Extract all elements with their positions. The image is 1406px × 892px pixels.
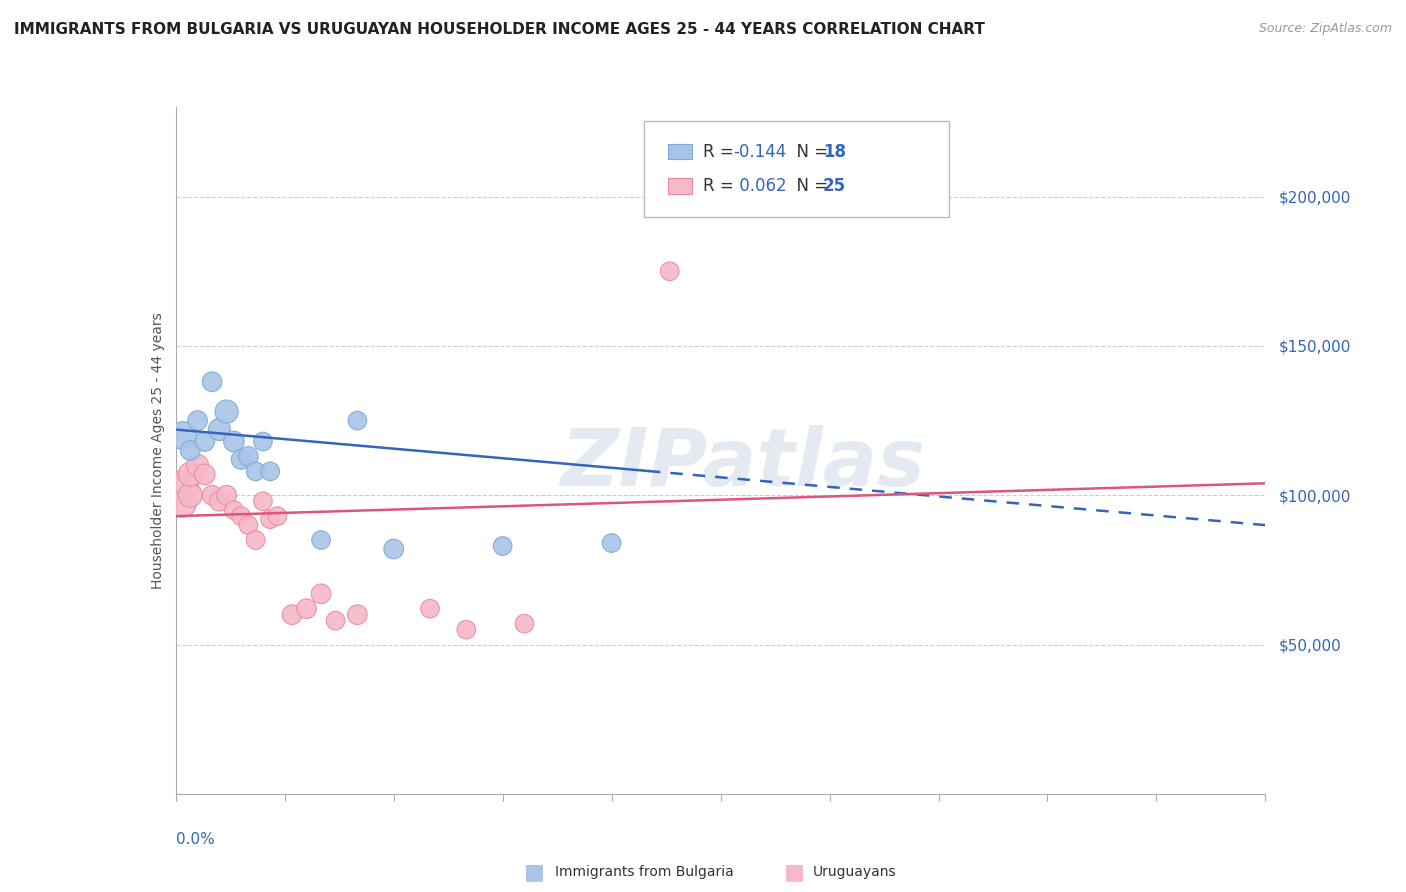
Point (194, 467, 217, 482)
Text: Immigrants from Bulgaria: Immigrants from Bulgaria (555, 865, 734, 880)
Point (600, 536, 623, 550)
Text: N =: N = (786, 143, 834, 161)
Point (309, 533, 332, 547)
Y-axis label: Householder Income Ages 25 - 44 years: Householder Income Ages 25 - 44 years (150, 312, 165, 589)
Point (259, 512, 281, 526)
Point (231, 452, 253, 467)
Point (179, 467, 201, 482)
Point (325, 614, 347, 628)
Point (238, 518, 260, 533)
Point (222, 503, 245, 517)
Text: 18: 18 (823, 143, 846, 161)
Point (201, 488, 224, 502)
Point (346, 607, 368, 622)
Point (208, 423, 231, 437)
Text: ■: ■ (524, 863, 544, 882)
Point (492, 539, 515, 553)
Point (179, 443, 201, 458)
Point (231, 509, 253, 524)
FancyBboxPatch shape (644, 120, 949, 217)
Point (172, 479, 194, 493)
Point (186, 458, 209, 473)
Point (245, 464, 267, 478)
Text: 25: 25 (823, 177, 846, 195)
Point (186, 414, 209, 428)
Text: Source: ZipAtlas.com: Source: ZipAtlas.com (1258, 22, 1392, 36)
Bar (668, 178, 692, 194)
Point (658, 264, 681, 278)
Text: ■: ■ (785, 863, 804, 882)
Text: 0.0%: 0.0% (176, 831, 215, 847)
Point (259, 464, 281, 478)
Text: 0.062: 0.062 (734, 177, 786, 195)
Point (215, 488, 238, 502)
Text: R =: R = (703, 143, 740, 161)
Point (172, 428, 194, 442)
Point (172, 497, 194, 511)
Point (295, 601, 318, 615)
Text: ZIPatlas: ZIPatlas (560, 425, 925, 503)
Point (179, 488, 201, 502)
Point (222, 434, 245, 449)
Point (382, 541, 405, 556)
Point (201, 375, 224, 389)
Text: R =: R = (703, 177, 740, 195)
Point (252, 494, 274, 508)
Point (419, 601, 441, 615)
Point (309, 587, 332, 601)
Point (194, 434, 217, 449)
Point (346, 414, 368, 428)
Point (245, 533, 267, 547)
Text: IMMIGRANTS FROM BULGARIA VS URUGUAYAN HOUSEHOLDER INCOME AGES 25 - 44 YEARS CORR: IMMIGRANTS FROM BULGARIA VS URUGUAYAN HO… (14, 22, 986, 37)
Text: -0.144: -0.144 (734, 143, 787, 161)
Point (513, 616, 536, 631)
Point (215, 404, 238, 418)
Text: Uruguayans: Uruguayans (813, 865, 896, 880)
Point (238, 450, 260, 464)
Bar (668, 145, 692, 160)
Point (281, 607, 304, 622)
Text: N =: N = (786, 177, 834, 195)
Point (456, 623, 478, 637)
Point (208, 494, 231, 508)
Point (266, 509, 288, 524)
Point (252, 434, 274, 449)
